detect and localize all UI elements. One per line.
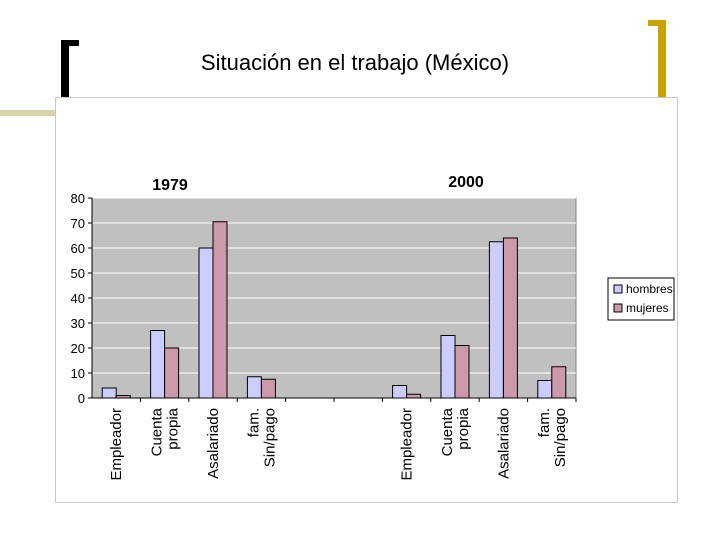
bar-hombres (488, 241, 504, 399)
x-category-label: Asalariado (495, 408, 512, 479)
x-category-label: Sin/pago (261, 408, 278, 467)
left-bracket-top-decoration (61, 40, 79, 46)
slide-title: Situación en el trabajo (México) (200, 50, 510, 75)
legend-swatch-mujeres (613, 303, 623, 313)
bar-mujeres (115, 395, 131, 399)
bar-hombres (198, 247, 214, 399)
y-tick-label: 20 (71, 341, 85, 356)
bar-mujeres (406, 393, 422, 399)
x-category-label: propia (455, 407, 472, 449)
y-tick-label: 40 (71, 291, 85, 306)
y-tick-label: 30 (71, 316, 85, 331)
legend-label-hombres: hombres (626, 282, 673, 296)
legend-swatch-hombres (613, 284, 623, 294)
left-bracket-decoration (61, 40, 69, 98)
right-bracket-top-decoration (648, 20, 666, 26)
panel-title: 2000 (448, 174, 484, 191)
x-category-label: Asalariado (205, 408, 222, 479)
bar-mujeres (454, 345, 470, 399)
bar-mujeres (551, 366, 567, 399)
legend-box (607, 277, 675, 321)
y-tick-label: 0 (78, 391, 85, 406)
bar-hombres (392, 385, 408, 399)
legend-label-mujeres: mujeres (626, 301, 669, 315)
y-tick-label: 60 (71, 241, 85, 256)
x-category-label: Sin/pago (552, 408, 569, 467)
x-category-label: fam. (245, 408, 262, 437)
panel-title: 1979 (152, 177, 188, 194)
x-category-label: fam. (536, 408, 553, 437)
x-category-label: Empleador (399, 408, 416, 481)
bar-hombres (101, 387, 117, 399)
bar-mujeres (212, 221, 228, 399)
bar-hombres (246, 376, 262, 399)
right-bracket-decoration (658, 20, 666, 98)
y-tick-label: 70 (71, 216, 85, 231)
y-tick-label: 80 (71, 191, 85, 206)
x-category-label: Cuenta (439, 407, 456, 456)
bar-mujeres (260, 378, 276, 399)
x-category-label: Empleador (108, 408, 125, 481)
y-tick-label: 50 (71, 266, 85, 281)
y-tick-label: 10 (71, 366, 85, 381)
bar-mujeres (164, 347, 180, 399)
bar-hombres (537, 380, 553, 399)
bar-mujeres (502, 237, 518, 399)
bar-hombres (150, 330, 166, 399)
bar-hombres (440, 335, 456, 399)
title-rule (0, 110, 56, 116)
x-category-label: propia (165, 407, 182, 449)
x-category-label: Cuenta (149, 407, 166, 456)
